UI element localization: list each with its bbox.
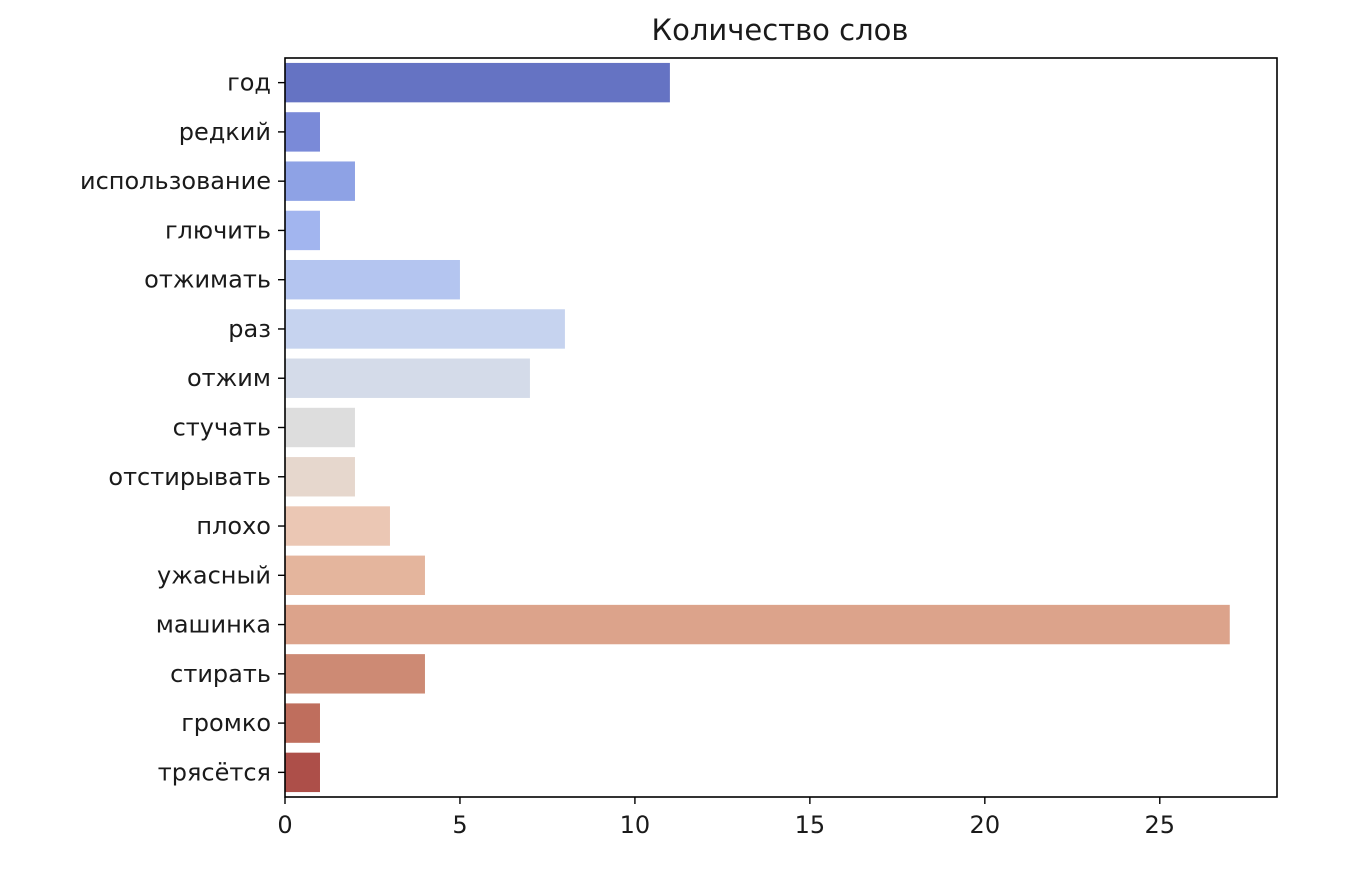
- bar-3: [285, 210, 320, 251]
- bar-4: [285, 259, 460, 300]
- bar-13: [285, 703, 320, 743]
- y-tick-label: раз: [228, 315, 271, 343]
- bar-1: [285, 112, 320, 152]
- y-tick-label: стучать: [173, 414, 271, 442]
- x-tick-label: 15: [795, 811, 826, 839]
- y-tick-label: громко: [181, 709, 271, 737]
- x-tick-label: 20: [970, 811, 1001, 839]
- y-tick-label: трясётся: [158, 758, 271, 786]
- bar-8: [285, 457, 355, 497]
- y-tick-label: стирать: [170, 660, 271, 688]
- y-tick-label: использование: [80, 167, 271, 195]
- y-tick-label: ужасный: [157, 561, 271, 589]
- x-axis: 0 5 10 15 20 25: [277, 797, 1175, 839]
- x-tick-label: 0: [277, 811, 292, 839]
- bar-2: [285, 161, 355, 201]
- bar-12: [285, 654, 425, 694]
- bars-layer: [285, 62, 1230, 793]
- y-tick-label: глючить: [165, 216, 271, 244]
- bar-6: [285, 358, 530, 398]
- y-tick-label: отстирывать: [108, 463, 271, 491]
- bar-7: [285, 407, 355, 448]
- x-tick-label: 10: [620, 811, 651, 839]
- bar-10: [285, 555, 425, 596]
- y-tick-label: отжим: [187, 364, 271, 392]
- bar-9: [285, 506, 390, 546]
- y-tick-label: машинка: [156, 611, 271, 639]
- bar-11: [285, 604, 1230, 645]
- bar-14: [285, 752, 320, 793]
- bar-5: [285, 309, 565, 349]
- chart-title: Количество слов: [652, 13, 909, 47]
- plot-frame: [284, 57, 1278, 798]
- y-tick-label: плохо: [196, 512, 271, 540]
- x-tick-label: 25: [1145, 811, 1176, 839]
- y-tick-label: год: [227, 69, 271, 97]
- y-tick-label: отжимать: [144, 266, 271, 294]
- bar-0: [285, 62, 670, 103]
- x-tick-label: 5: [452, 811, 467, 839]
- y-tick-label: редкий: [179, 118, 271, 146]
- y-axis: год редкий использование глючить отжимать раз…: [80, 69, 285, 786]
